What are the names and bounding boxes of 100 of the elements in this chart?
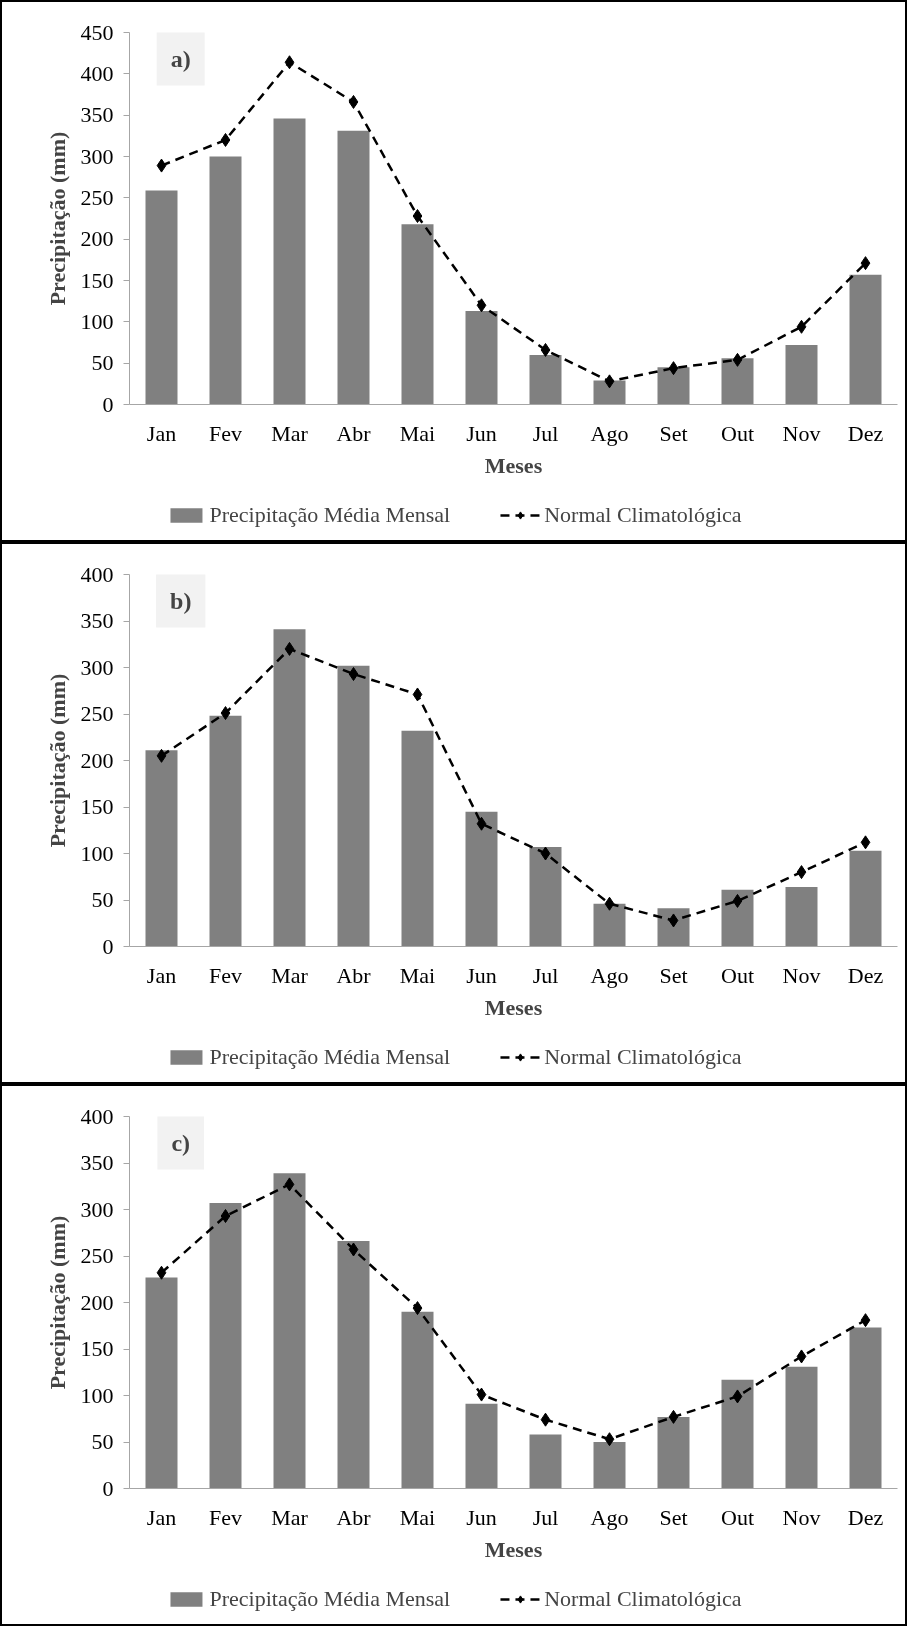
bar [209, 1202, 242, 1489]
bar [593, 903, 626, 947]
bar [337, 130, 370, 405]
point [220, 1209, 231, 1224]
x-tick-label: Abr [336, 420, 372, 446]
point [412, 687, 423, 702]
point [604, 1432, 615, 1447]
y-tick-label: 0 [102, 391, 114, 417]
y-axis-title: Precipitação (mm) [44, 673, 70, 848]
bar [337, 665, 370, 947]
y-tick-label: 200 [80, 1289, 114, 1315]
bar [401, 224, 434, 405]
point [540, 1412, 551, 1427]
point [348, 1242, 359, 1257]
point [476, 816, 487, 831]
bar [145, 190, 178, 405]
y-tick-label: 250 [80, 701, 114, 726]
x-tick-label: Fev [209, 962, 242, 988]
x-tick-label: Jul [532, 420, 559, 446]
point [796, 865, 807, 880]
y-tick-label: 350 [80, 608, 114, 633]
point [860, 1313, 871, 1328]
point [156, 1265, 167, 1280]
y-tick-label: 300 [80, 1196, 114, 1222]
bar [657, 908, 690, 947]
x-tick-label: Jun [466, 962, 497, 988]
x-tick-label: Jan [146, 420, 177, 446]
x-tick-label: Out [721, 1504, 754, 1530]
point [284, 1177, 295, 1192]
bar [657, 1416, 690, 1489]
bar [273, 629, 306, 947]
y-tick-label: 450 [80, 19, 114, 45]
bar [145, 1277, 178, 1489]
x-tick-label: Abr [336, 1504, 372, 1530]
bar [337, 1241, 370, 1489]
bar [785, 1366, 818, 1489]
bar [401, 730, 434, 947]
x-tick-label: Jan [146, 962, 177, 988]
x-tick-label: Jul [532, 962, 559, 988]
x-tick-label: Ago [590, 1504, 629, 1530]
y-tick-label: 200 [80, 226, 114, 252]
x-tick-label: Jan [146, 1504, 177, 1530]
point [604, 896, 615, 911]
y-tick-label: 200 [80, 747, 114, 773]
x-tick-label: Dez [847, 420, 884, 446]
annotation: c) [171, 1129, 191, 1156]
y-axis-title: Precipitação (mm) [44, 1215, 70, 1390]
point [732, 1389, 743, 1404]
x-tick-label: Mar [271, 420, 309, 446]
bar [785, 344, 818, 405]
point [732, 893, 743, 908]
y-tick-label: 300 [80, 654, 114, 680]
y-tick-label: 50 [91, 887, 114, 912]
y-tick-label: 0 [102, 1475, 114, 1501]
point [156, 748, 167, 763]
bar [593, 1442, 626, 1489]
bar [529, 846, 562, 947]
bar [593, 380, 626, 405]
y-tick-label: 150 [80, 267, 114, 293]
point [540, 342, 551, 357]
x-tick-label: Jun [466, 1504, 497, 1530]
y-tick-label: 300 [80, 143, 114, 169]
bar [465, 1403, 498, 1489]
y-tick-label: 100 [80, 840, 114, 866]
legend-label: Precipitação Média Mensal [209, 1586, 451, 1612]
point [348, 94, 359, 109]
point [604, 374, 615, 389]
bar [529, 1434, 562, 1489]
point [796, 1349, 807, 1364]
x-tick-label: Jul [532, 1504, 559, 1530]
bar [849, 1327, 882, 1489]
point [284, 641, 295, 656]
y-tick-label: 250 [80, 184, 114, 210]
x-tick-label: Fev [209, 420, 242, 446]
bar [401, 1311, 434, 1489]
x-tick-label: Mar [271, 962, 309, 988]
x-tick-label: Mai [399, 1504, 436, 1530]
bar [657, 367, 690, 405]
x-tick-label: Fev [209, 1504, 242, 1530]
y-tick-label: 250 [80, 1243, 114, 1268]
bar [209, 156, 242, 405]
legend-label: Precipitação Média Mensal [209, 502, 451, 528]
x-tick-label: Jun [466, 420, 497, 446]
y-tick-label: 50 [91, 350, 114, 376]
bar [529, 354, 562, 405]
bar [273, 118, 306, 405]
y-tick-label: 350 [80, 102, 114, 128]
y-tick-label: 50 [91, 1429, 114, 1454]
x-tick-label: Ago [590, 962, 629, 988]
legend-label: Normal Climatológica [544, 1586, 742, 1612]
x-tick-label: Set [659, 962, 688, 988]
bar [273, 1173, 306, 1489]
x-tick-label: Set [659, 1504, 688, 1530]
y-tick-label: 350 [80, 1150, 114, 1175]
point [732, 352, 743, 367]
point [796, 319, 807, 334]
y-tick-label: 400 [80, 1103, 114, 1129]
point [668, 361, 679, 376]
y-tick-label: 400 [80, 60, 114, 86]
legend-label: Normal Climatológica [544, 1044, 742, 1070]
